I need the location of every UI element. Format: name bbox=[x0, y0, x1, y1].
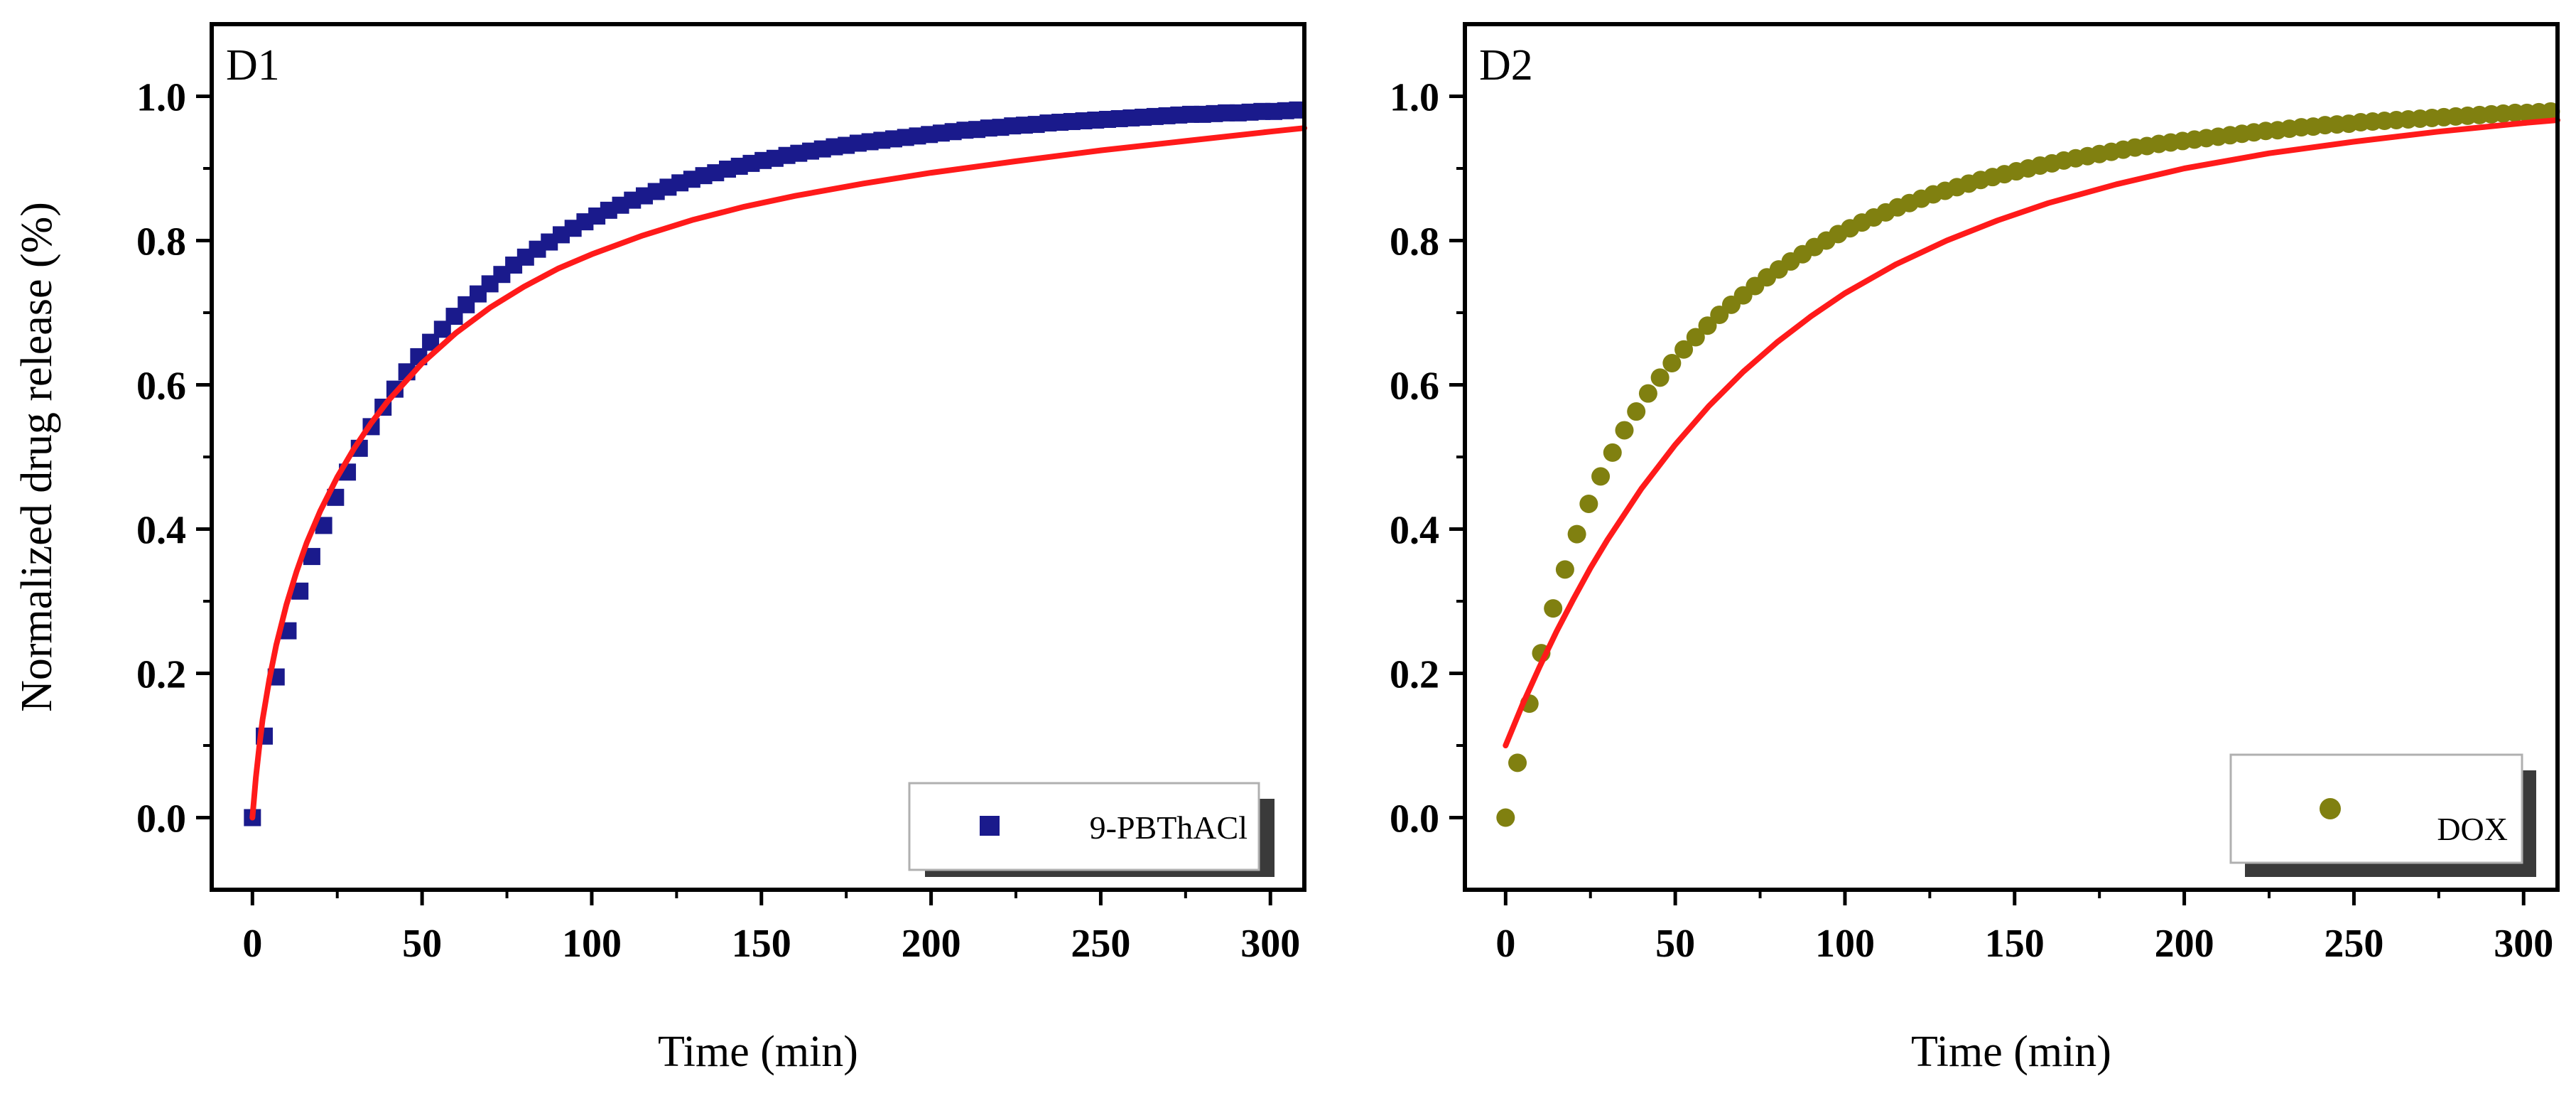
y-tick-label: 1.0 bbox=[1390, 76, 1439, 120]
legend-box-d2 bbox=[2229, 753, 2523, 864]
x-tick-label: 300 bbox=[1240, 922, 1300, 966]
data-point bbox=[2541, 102, 2560, 121]
data-point bbox=[1662, 354, 1682, 373]
x-tick-label: 0 bbox=[242, 922, 262, 966]
data-point bbox=[1591, 467, 1611, 486]
x-tick-label: 150 bbox=[1985, 922, 2045, 966]
data-point bbox=[1698, 316, 1717, 335]
x-tick-label: 250 bbox=[2324, 922, 2383, 966]
data-point bbox=[1686, 328, 1705, 347]
x-tick-label: 50 bbox=[402, 922, 442, 966]
x-tick-label: 100 bbox=[1815, 922, 1875, 966]
y-tick-label: 0.4 bbox=[1390, 509, 1439, 553]
data-point bbox=[1579, 494, 1598, 513]
data-point bbox=[1615, 421, 1634, 440]
data-point bbox=[1555, 560, 1574, 579]
axis-ticks-d1: 0 50 100 150 200 250 300 0.0 0.2 0.4 0.6 0.8 1.0 bbox=[136, 76, 1300, 967]
data-point bbox=[1638, 384, 1657, 403]
data-point bbox=[1544, 599, 1563, 618]
plot-marks-d1 bbox=[244, 101, 1307, 827]
x-tick-label: 0 bbox=[1495, 922, 1515, 966]
y-tick-label: 0.4 bbox=[136, 509, 186, 553]
legend-d1: 9-PBThACl bbox=[908, 782, 1275, 877]
panel-label-d1: D1 bbox=[226, 41, 280, 90]
panel-label-d2: D2 bbox=[1479, 41, 1533, 90]
y-tick-label: 0.0 bbox=[136, 797, 186, 841]
x-axis-label-d2: Time (min) bbox=[1911, 1028, 2111, 1076]
legend-d2: DOX bbox=[2229, 753, 2536, 877]
legend-marker-circle bbox=[2320, 798, 2341, 819]
y-tick-label: 0.8 bbox=[1390, 220, 1439, 264]
legend-marker-square bbox=[980, 816, 1000, 836]
data-point bbox=[1508, 753, 1527, 772]
x-tick-label: 200 bbox=[902, 922, 961, 966]
data-point bbox=[1674, 340, 1694, 359]
legend-box-d1 bbox=[908, 782, 1260, 871]
x-tick-label: 200 bbox=[2155, 922, 2214, 966]
data-point bbox=[1650, 368, 1669, 387]
fit-curve bbox=[249, 125, 1307, 821]
y-tick-label: 0.6 bbox=[1390, 365, 1439, 409]
x-tick-label: 150 bbox=[732, 922, 791, 966]
x-axis-label-d1: Time (min) bbox=[658, 1028, 858, 1076]
y-tick-label: 0.0 bbox=[1390, 797, 1439, 841]
x-tick-label: 250 bbox=[1071, 922, 1130, 966]
x-tick-label: 50 bbox=[1655, 922, 1695, 966]
data-point bbox=[1603, 443, 1622, 462]
x-tick-label: 300 bbox=[2494, 922, 2553, 966]
y-axis-label-d1: Normalized drug release (%) bbox=[13, 202, 61, 712]
y-tick-label: 0.8 bbox=[136, 220, 186, 264]
y-tick-label: 0.6 bbox=[136, 365, 186, 409]
data-point bbox=[1567, 524, 1586, 544]
legend-entry-dox: DOX bbox=[2437, 811, 2508, 847]
axis-ticks-d2: 0 50 100 150 200 250 300 0.0 0.2 0.4 0.6 0.8 1.0 bbox=[1390, 76, 2553, 967]
plot-marks-d2 bbox=[1496, 102, 2560, 827]
fit-curve bbox=[1503, 117, 2560, 748]
y-tick-label: 0.2 bbox=[1390, 653, 1439, 697]
y-tick-label: 0.2 bbox=[136, 653, 186, 697]
legend-entry-9-pbthacl: 9-PBThACl bbox=[1090, 809, 1248, 846]
y-tick-label: 1.0 bbox=[136, 76, 186, 120]
data-point bbox=[1496, 808, 1515, 827]
x-tick-label: 100 bbox=[562, 922, 622, 966]
data-point bbox=[1627, 402, 1646, 421]
